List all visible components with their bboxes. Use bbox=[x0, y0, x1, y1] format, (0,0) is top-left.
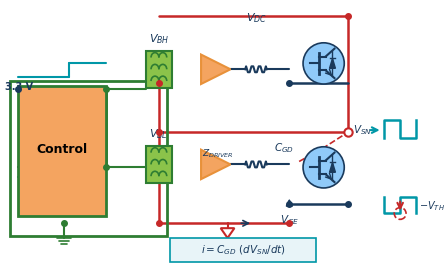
Bar bbox=[10, 81, 167, 236]
Text: $C_{GD}$: $C_{GD}$ bbox=[274, 141, 294, 155]
FancyBboxPatch shape bbox=[170, 238, 316, 262]
Bar bbox=[146, 51, 172, 88]
Circle shape bbox=[303, 147, 344, 188]
Polygon shape bbox=[201, 150, 230, 179]
Text: eetronics.com: eetronics.com bbox=[228, 249, 281, 258]
Text: www.: www. bbox=[206, 249, 226, 258]
Text: $V_{SN}$: $V_{SN}$ bbox=[353, 123, 372, 137]
Polygon shape bbox=[201, 55, 230, 84]
Polygon shape bbox=[221, 228, 234, 238]
Text: $V_{BH}$: $V_{BH}$ bbox=[149, 32, 169, 46]
Polygon shape bbox=[330, 163, 336, 172]
Text: $i = C_{GD}\ (dV_{SN}/dt)$: $i = C_{GD}\ (dV_{SN}/dt)$ bbox=[201, 243, 286, 256]
Text: $Z_{DRIVER}$: $Z_{DRIVER}$ bbox=[202, 148, 233, 160]
Text: 3.3 V: 3.3 V bbox=[5, 82, 33, 92]
Polygon shape bbox=[330, 59, 336, 68]
Text: $V_{BL}$: $V_{BL}$ bbox=[150, 127, 168, 141]
Bar bbox=[146, 146, 172, 183]
Text: $- V_{TH}$: $- V_{TH}$ bbox=[419, 199, 445, 212]
Text: $V_{GE}$: $V_{GE}$ bbox=[280, 214, 299, 227]
Text: $V_{DC}$: $V_{DC}$ bbox=[246, 11, 267, 25]
Circle shape bbox=[303, 43, 344, 84]
Text: Control: Control bbox=[36, 143, 87, 156]
Bar bbox=[17, 86, 106, 217]
